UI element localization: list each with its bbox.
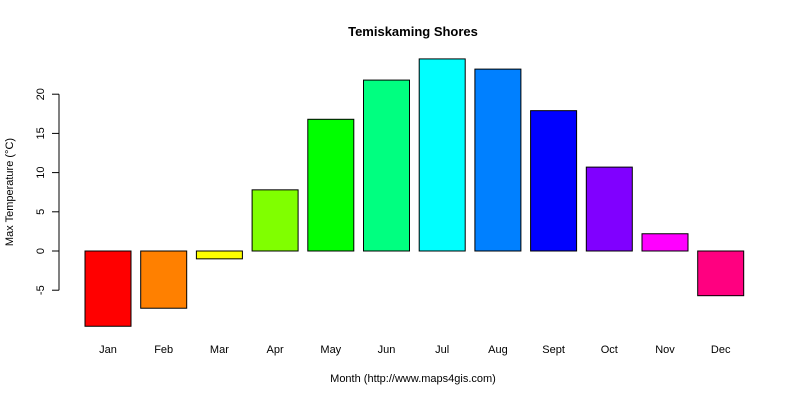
x-tick-label: Oct bbox=[601, 344, 618, 356]
y-axis: -5 0 5 10 15 20 bbox=[35, 88, 60, 295]
bar-dec bbox=[697, 250, 745, 297]
y-axis-label: Max Temperature (°C) bbox=[4, 138, 16, 246]
x-axis-labels: Jan Feb Mar Apr May Jun Jul Aug Sept Oct Nov Dec bbox=[99, 344, 731, 356]
x-tick-label: May bbox=[320, 344, 341, 356]
chart-title: Temiskaming Shores bbox=[348, 24, 478, 39]
bar-oct bbox=[585, 166, 633, 252]
bar-jan bbox=[84, 250, 132, 327]
bar-aug bbox=[474, 68, 522, 252]
bar-nov bbox=[641, 233, 689, 252]
bar-jul bbox=[418, 58, 466, 252]
y-tick-label: -5 bbox=[35, 285, 47, 295]
x-tick-label: Jul bbox=[435, 344, 449, 356]
bar-sept bbox=[530, 110, 578, 252]
y-tick-label: 10 bbox=[35, 166, 47, 178]
x-tick-label: Sept bbox=[542, 344, 565, 356]
x-tick-label: Dec bbox=[711, 344, 731, 356]
x-tick-label: Feb bbox=[154, 344, 173, 356]
x-tick-label: Apr bbox=[267, 344, 284, 356]
y-tick-label: 5 bbox=[35, 209, 47, 215]
bar-jun bbox=[363, 79, 410, 252]
bar-may bbox=[307, 118, 355, 252]
x-tick-label: Aug bbox=[488, 344, 508, 356]
y-tick-label: 20 bbox=[35, 88, 47, 100]
x-tick-label: Mar bbox=[210, 344, 229, 356]
bar-feb bbox=[140, 250, 188, 309]
x-tick-label: Jun bbox=[378, 344, 396, 356]
y-tick-label: 0 bbox=[35, 248, 47, 254]
bars bbox=[84, 58, 745, 327]
x-tick-label: Jan bbox=[99, 344, 117, 356]
bar-mar bbox=[195, 250, 243, 260]
bar-apr bbox=[251, 189, 299, 252]
y-tick-label: 15 bbox=[35, 127, 47, 139]
x-tick-label: Nov bbox=[655, 344, 675, 356]
x-axis-label: Month (http://www.maps4gis.com) bbox=[330, 373, 496, 385]
